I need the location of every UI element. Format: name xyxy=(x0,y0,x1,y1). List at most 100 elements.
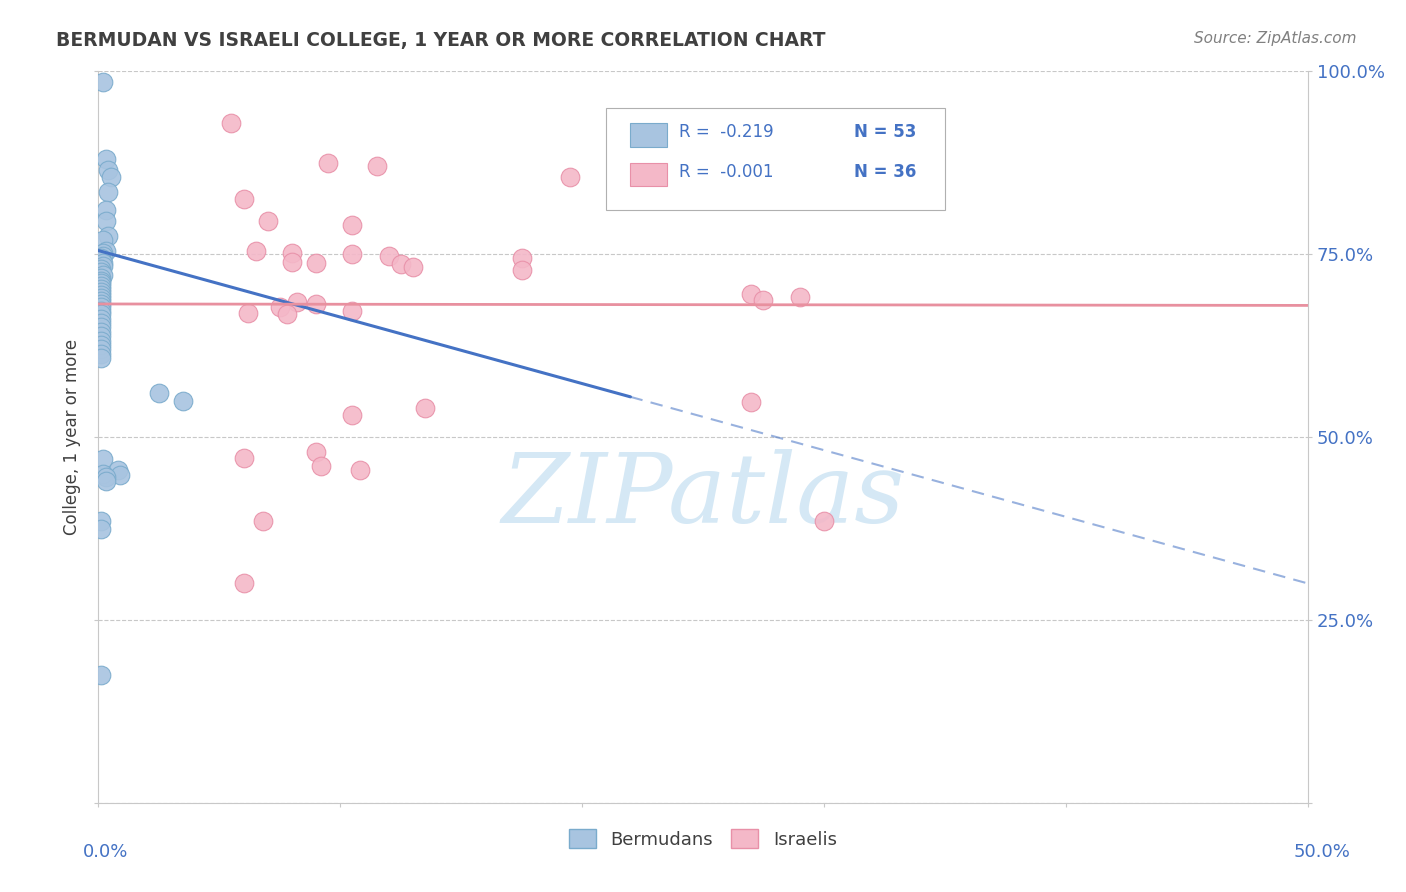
Point xyxy=(90,307,112,321)
Point xyxy=(342,247,364,261)
Point xyxy=(402,260,425,275)
Point xyxy=(91,75,114,89)
Point xyxy=(90,338,112,352)
Point xyxy=(245,244,267,258)
Point xyxy=(366,160,388,174)
Point xyxy=(281,245,304,260)
FancyBboxPatch shape xyxy=(630,162,666,186)
Point xyxy=(90,251,112,265)
Text: BERMUDAN VS ISRAELI COLLEGE, 1 YEAR OR MORE CORRELATION CHART: BERMUDAN VS ISRAELI COLLEGE, 1 YEAR OR M… xyxy=(56,31,825,50)
Point xyxy=(90,325,112,339)
Point xyxy=(108,468,131,483)
Point xyxy=(281,254,304,268)
Text: ZIPatlas: ZIPatlas xyxy=(502,449,904,542)
Point xyxy=(740,287,762,301)
Point xyxy=(269,300,291,314)
Text: R =  -0.001: R = -0.001 xyxy=(679,163,773,181)
Point xyxy=(91,249,114,263)
Point xyxy=(305,297,328,311)
FancyBboxPatch shape xyxy=(606,108,945,211)
Point xyxy=(90,285,112,300)
Point xyxy=(97,228,120,243)
Y-axis label: College, 1 year or more: College, 1 year or more xyxy=(63,339,82,535)
Point xyxy=(91,256,114,270)
Point xyxy=(316,156,339,170)
Text: R =  -0.219: R = -0.219 xyxy=(679,123,773,141)
Point xyxy=(342,218,364,232)
Point xyxy=(232,193,254,207)
Point xyxy=(558,170,581,185)
Point xyxy=(510,263,533,277)
Point xyxy=(90,274,112,288)
Point xyxy=(94,474,117,488)
Point xyxy=(305,444,328,458)
Point xyxy=(94,152,117,166)
Point xyxy=(342,408,364,422)
Point xyxy=(309,459,332,474)
Point xyxy=(90,291,112,305)
Point xyxy=(90,261,112,276)
Point xyxy=(740,395,762,409)
Point xyxy=(305,256,328,270)
Point xyxy=(813,514,835,528)
Text: Source: ZipAtlas.com: Source: ZipAtlas.com xyxy=(1194,31,1357,46)
Point xyxy=(148,386,170,401)
Point xyxy=(232,450,254,465)
Point xyxy=(97,163,120,178)
Point xyxy=(90,282,112,296)
Point xyxy=(94,470,117,484)
Point xyxy=(90,300,112,314)
Legend: Bermudans, Israelis: Bermudans, Israelis xyxy=(562,822,844,856)
Point xyxy=(238,306,260,320)
Point xyxy=(90,293,112,308)
Point xyxy=(94,203,117,218)
Text: 0.0%: 0.0% xyxy=(83,843,128,861)
Point xyxy=(510,251,533,265)
Point xyxy=(285,294,308,309)
Point xyxy=(413,401,436,415)
Point xyxy=(342,304,364,318)
Point xyxy=(91,268,114,282)
Point xyxy=(90,288,112,302)
Point xyxy=(752,293,775,307)
Point xyxy=(90,521,112,535)
Point xyxy=(94,214,117,228)
Point xyxy=(232,576,254,591)
Point xyxy=(276,307,298,321)
Point xyxy=(90,270,112,285)
Text: 50.0%: 50.0% xyxy=(1294,843,1350,861)
Point xyxy=(349,463,371,477)
Point xyxy=(90,277,112,291)
Point xyxy=(90,320,112,334)
Point xyxy=(90,297,112,311)
Point xyxy=(107,463,129,477)
Text: N = 53: N = 53 xyxy=(855,123,917,141)
Point xyxy=(377,249,399,263)
Point xyxy=(90,343,112,357)
Point xyxy=(91,245,114,260)
Point xyxy=(100,170,122,185)
Point xyxy=(90,304,112,318)
FancyBboxPatch shape xyxy=(630,123,666,146)
Point xyxy=(172,393,194,408)
Point xyxy=(91,259,114,273)
Point xyxy=(97,185,120,199)
Point xyxy=(94,244,117,258)
Point xyxy=(90,334,112,348)
Point xyxy=(90,347,112,361)
Point xyxy=(90,351,112,365)
Point xyxy=(91,452,114,467)
Point xyxy=(90,316,112,330)
Point xyxy=(90,311,112,326)
Point xyxy=(90,253,112,268)
Point xyxy=(90,279,112,293)
Point xyxy=(221,115,243,129)
Point xyxy=(789,290,811,304)
Point xyxy=(389,257,412,271)
Point xyxy=(252,514,274,528)
Point xyxy=(90,514,112,528)
Point xyxy=(90,265,112,279)
Point xyxy=(90,667,112,681)
Point xyxy=(256,214,278,228)
Text: N = 36: N = 36 xyxy=(855,163,917,181)
